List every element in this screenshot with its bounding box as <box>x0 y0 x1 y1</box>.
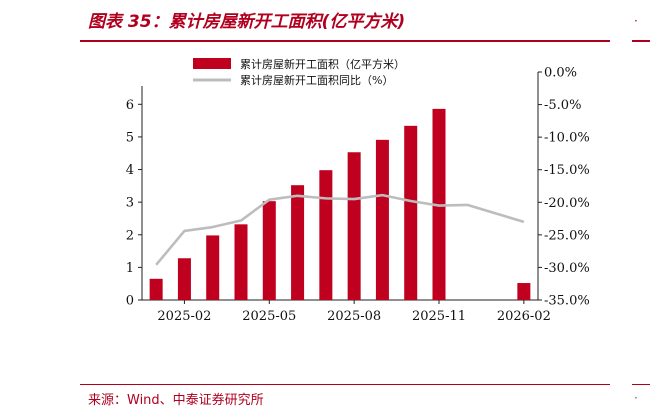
chart-axes <box>141 72 539 301</box>
source-divider <box>80 384 610 385</box>
bar <box>262 201 276 300</box>
right-fragment-glyph-top: · <box>634 14 638 28</box>
right-page-fragment-bottom: · <box>632 384 650 405</box>
right-axis-tick-labels: 0.0% -5.0% -10.0% -15.0% -20.0% -25.0% -30.0% -… <box>538 66 590 309</box>
chart-legend: 累计房屋新开工面积（亿平方米） 累计房屋新开工面积同比（%） <box>193 57 405 87</box>
chart-title: 图表 35：累计房屋新开工面积(亿平方米) <box>88 12 406 32</box>
bar-series <box>149 108 531 301</box>
left-tick-label: 4 <box>126 163 134 178</box>
bar <box>517 283 531 300</box>
line-path <box>155 193 525 266</box>
left-tick-label: 3 <box>126 196 134 211</box>
left-tick-label: 1 <box>126 261 134 276</box>
x-tick-label: 2025-08 <box>327 309 381 324</box>
bar <box>319 170 333 300</box>
bar <box>404 125 418 300</box>
left-tick-label: 2 <box>126 228 134 243</box>
right-tick-label: -15.0% <box>544 163 590 178</box>
bar <box>291 185 305 300</box>
bar <box>206 235 220 300</box>
right-tick-label: -25.0% <box>544 228 590 243</box>
right-tick-label: -30.0% <box>544 261 590 276</box>
left-tick-label: 5 <box>126 130 134 145</box>
right-tick-label: 0.0% <box>544 66 577 81</box>
right-tick-label: -20.0% <box>544 196 590 211</box>
legend-label-line: 累计房屋新开工面积同比（%） <box>240 73 393 87</box>
bar <box>347 152 361 300</box>
left-axis-tick-labels: 0 1 2 3 4 5 6 <box>126 98 142 309</box>
bar <box>234 224 248 300</box>
x-tick-label: 2025-11 <box>412 309 466 324</box>
left-tick-label: 0 <box>126 294 134 309</box>
title-bar: 图表 35：累计房屋新开工面积(亿平方米) <box>80 0 610 42</box>
left-tick-label: 6 <box>126 98 134 113</box>
legend-swatch-bar <box>193 58 231 69</box>
right-tick-label: -5.0% <box>544 98 581 113</box>
source-note: 来源：Wind、中泰证券研究所 <box>88 393 264 408</box>
bar <box>177 258 191 300</box>
x-axis-tick-labels: 2025-02 2025-05 2025-08 2025-11 2026-02 <box>157 300 551 324</box>
right-tick-label: -35.0% <box>544 294 590 309</box>
line-series <box>155 193 525 266</box>
legend-label-bar: 累计房屋新开工面积（亿平方米） <box>240 57 405 71</box>
right-page-fragment-top: · <box>632 6 650 42</box>
right-tick-label: -10.0% <box>544 131 590 146</box>
bar <box>375 139 389 300</box>
x-tick-label: 2025-05 <box>242 309 296 324</box>
x-tick-label: 2026-02 <box>497 309 551 324</box>
right-fragment-glyph-bottom: · <box>634 391 638 405</box>
bar <box>149 278 163 300</box>
x-tick-label: 2025-02 <box>157 309 211 324</box>
